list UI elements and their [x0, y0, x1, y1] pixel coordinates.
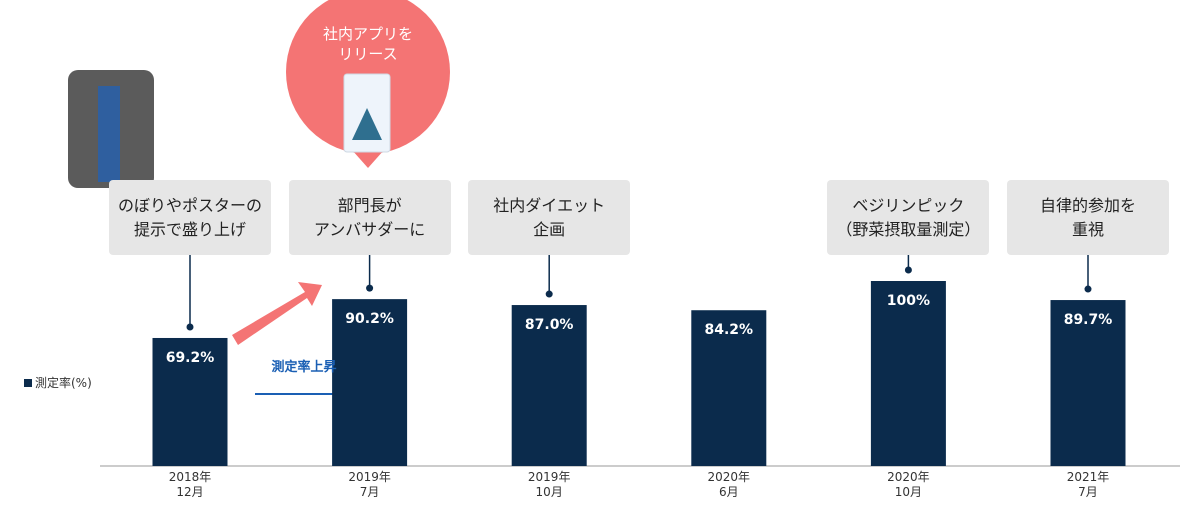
trend-arrow — [232, 282, 322, 345]
callout: ベジリンピック （野菜摂取量測定） — [827, 180, 990, 255]
callout-dot — [545, 290, 553, 298]
bar — [511, 305, 587, 466]
app-screenshot-art — [352, 108, 382, 140]
value-label: 87.0% — [524, 317, 574, 334]
app-bubble-tail — [352, 150, 384, 168]
x-tick-label: 2018年 12月 — [168, 470, 212, 499]
bar — [691, 310, 767, 466]
callout-dot — [366, 284, 374, 292]
callout-dot — [904, 266, 912, 274]
photo-banner — [98, 86, 120, 182]
callout-dot — [186, 323, 194, 331]
bar — [1050, 300, 1126, 466]
bar — [152, 337, 228, 466]
bar — [332, 299, 408, 466]
value-label: 89.7% — [1063, 312, 1113, 329]
trend-label: 測定率上昇 — [271, 360, 337, 375]
callout-dot — [1084, 285, 1092, 293]
callout: のぼりやポスターの 提示で盛り上げ — [109, 180, 271, 255]
callout: 部門長が アンバサダーに — [288, 180, 451, 255]
legend-label: 測定率(%) — [35, 376, 92, 390]
value-label: 100% — [886, 293, 931, 309]
legend: 測定率(%) — [24, 374, 92, 391]
value-label: 69.2% — [165, 349, 215, 366]
x-tick-label: 2021年 7月 — [1066, 470, 1110, 499]
x-tick-label: 2019年 10月 — [527, 470, 571, 499]
app-release-label: 社内アプリを リリース — [322, 25, 413, 63]
x-tick-label: 2020年 6月 — [707, 470, 751, 499]
callout: 社内ダイエット 企画 — [468, 180, 631, 255]
bar — [870, 281, 946, 466]
x-tick-label: 2019年 7月 — [348, 470, 391, 499]
callout: 自律的参加を 重視 — [1007, 180, 1169, 255]
value-label: 84.2% — [704, 322, 754, 339]
x-tick-label: 2020年 10月 — [887, 470, 930, 499]
value-label: 90.2% — [345, 311, 394, 328]
